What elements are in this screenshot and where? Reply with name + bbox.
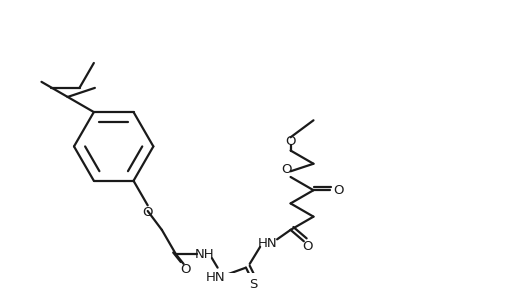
Text: HN: HN: [258, 237, 278, 250]
Text: S: S: [249, 278, 258, 289]
Text: HN: HN: [206, 271, 225, 284]
Text: O: O: [333, 184, 343, 197]
Text: O: O: [143, 206, 153, 219]
Text: O: O: [180, 263, 191, 276]
Text: O: O: [286, 135, 296, 148]
Text: NH: NH: [194, 248, 214, 261]
Text: O: O: [281, 163, 292, 176]
Text: O: O: [302, 240, 313, 253]
